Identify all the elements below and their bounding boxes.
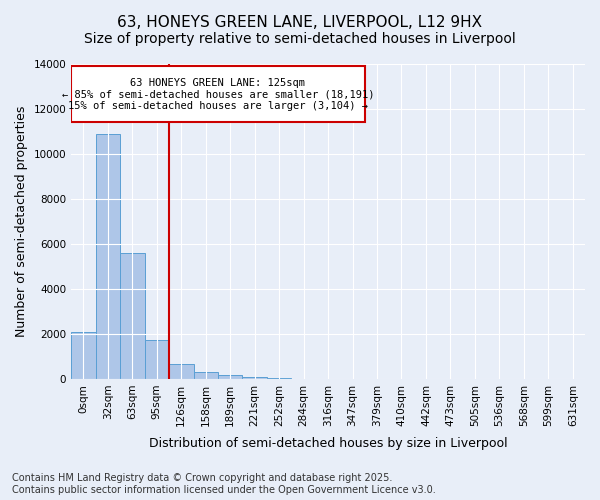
Bar xyxy=(194,372,218,379)
Text: 63 HONEYS GREEN LANE: 125sqm
← 85% of semi-detached houses are smaller (18,191)
: 63 HONEYS GREEN LANE: 125sqm ← 85% of se… xyxy=(62,78,374,111)
Bar xyxy=(120,253,145,379)
Bar xyxy=(95,134,120,379)
Bar xyxy=(267,378,292,379)
Bar xyxy=(71,66,365,122)
X-axis label: Distribution of semi-detached houses by size in Liverpool: Distribution of semi-detached houses by … xyxy=(149,437,508,450)
Bar xyxy=(71,332,95,379)
Text: Size of property relative to semi-detached houses in Liverpool: Size of property relative to semi-detach… xyxy=(84,32,516,46)
Bar xyxy=(242,376,267,379)
Bar xyxy=(218,375,242,379)
Text: Contains HM Land Registry data © Crown copyright and database right 2025.
Contai: Contains HM Land Registry data © Crown c… xyxy=(12,474,436,495)
Text: 63, HONEYS GREEN LANE, LIVERPOOL, L12 9HX: 63, HONEYS GREEN LANE, LIVERPOOL, L12 9H… xyxy=(118,15,482,30)
Bar xyxy=(145,340,169,379)
Bar xyxy=(169,364,194,379)
Y-axis label: Number of semi-detached properties: Number of semi-detached properties xyxy=(15,106,28,337)
